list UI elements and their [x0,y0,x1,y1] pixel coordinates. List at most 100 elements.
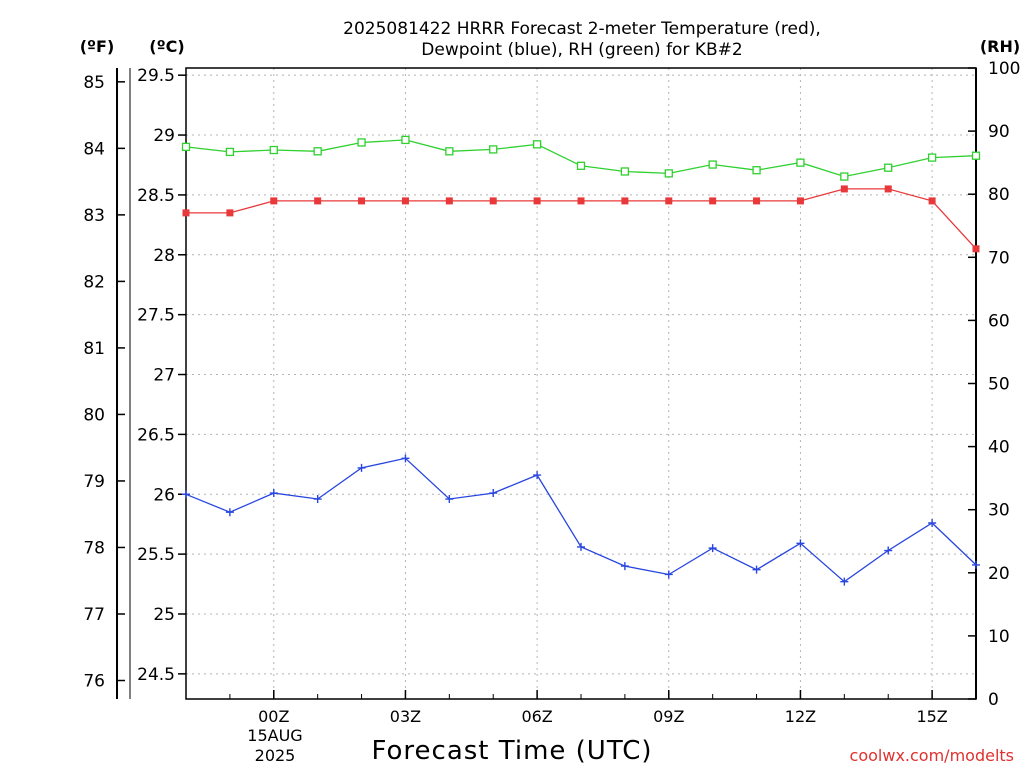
temperature-point [621,197,629,205]
temperature-point [489,197,497,205]
rh-point [576,161,586,170]
celsius-tick-label: 26 [153,485,175,505]
temperature-point [796,197,804,205]
x-axis-label: Forecast Time (UTC) [371,736,652,766]
rh-tick-label: 40 [988,438,1010,458]
celsius-tick-label: 26.5 [137,425,175,445]
dewpoint-point [401,454,410,463]
dewpoint-point [357,463,366,472]
temperature-point [928,197,936,205]
temperature-point [709,197,717,205]
temperature-point [445,197,453,205]
fahrenheit-tick-label: 79 [83,472,105,492]
dewpoint-point [313,495,322,504]
x-tick-label: 06Z [521,707,552,726]
rh-tick-label: 70 [988,248,1010,268]
temperature-point [840,185,848,193]
temperature-point [182,209,190,217]
x-tick-label: 12Z [785,707,816,726]
fahrenheit-tick-label: 78 [83,538,105,558]
rh-tick-label: 80 [988,185,1010,205]
dewpoint-point [577,542,585,551]
celsius-tick-label: 27.5 [137,306,175,326]
fahrenheit-tick-label: 81 [83,339,105,359]
axes [116,67,977,700]
dewpoint-point [269,489,278,498]
temperature-point [358,197,366,205]
temperature-point [401,197,409,205]
temperature-point [972,245,980,253]
temperature-point [753,197,761,205]
x-tick-label: 03Z [390,707,421,726]
rh-tick-label: 20 [988,564,1010,584]
x-date-line2: 2025 [255,746,296,765]
rh-tick-label: 50 [988,375,1010,395]
dewpoint-line [185,457,977,583]
x-tick-label: 09Z [653,707,684,726]
fahrenheit-tick-label: 77 [83,605,105,625]
rh-point [313,147,322,156]
x-tick-label: 00Z [258,707,289,726]
dewpoint-point [182,490,190,499]
temperature-point [665,197,673,205]
chart-title-line1: 2025081422 HRRR Forecast 2-meter Tempera… [343,19,821,39]
rh-point [884,163,893,172]
fahrenheit-tick-label: 76 [83,672,105,692]
chart-title-line2: Dewpoint (blue), RH (green) for KB#2 [421,40,742,60]
dewpoint-point [708,544,717,553]
rh-line [185,139,977,178]
dewpoint-point [445,495,454,504]
temperature-point [577,197,585,205]
rh-tick-label: 90 [988,122,1010,142]
rh-tick-label: 0 [988,690,999,710]
celsius-tick-label: 29 [153,126,175,146]
celsius-tick-label: 29.5 [137,66,175,86]
celsius-tick-label: 25 [153,605,175,625]
dewpoint-point [620,562,629,571]
dewpoint-series [182,454,980,586]
celsius-tick-label: 27 [153,366,175,386]
rh-point [927,153,937,162]
rh-series [181,135,981,181]
celsius-tick-label: 25.5 [137,545,175,565]
rh-point [225,147,235,157]
fahrenheit-tick-label: 83 [83,206,105,226]
dewpoint-point [884,546,893,555]
rh-tick-label: 10 [988,627,1010,647]
fahrenheit-tick-label: 84 [83,139,105,159]
credit-text: coolwx.com/modelts [850,746,1014,765]
rh-point [796,158,805,167]
fahrenheit-tick-label: 80 [83,405,105,425]
rh-point [840,172,849,181]
dewpoint-point [928,518,937,527]
celsius-tick-label: 28.5 [137,186,175,206]
temperature-point [226,209,234,217]
fahrenheit-tick-label: 82 [83,272,105,292]
rh-point [708,160,717,169]
dewpoint-point [840,577,849,586]
rh-tick-label: 30 [988,501,1010,521]
temperature-point [314,197,322,205]
rh-point [401,135,410,145]
temperature-series [182,185,980,253]
dewpoint-point [752,565,761,574]
dewpoint-point [489,489,498,498]
temperature-point [884,185,892,193]
dewpoint-point [664,570,673,579]
dewpoint-point [796,539,805,548]
rh-point [620,167,630,176]
rh-tick-label: 100 [988,59,1020,79]
temperature-point [270,197,278,205]
rh-point [752,166,761,175]
rh-point [489,145,498,154]
rh-point [664,169,673,178]
series-layer [181,135,981,586]
rh-point [532,140,542,149]
rh-tick-label: 60 [988,311,1010,331]
x-date-line1: 15AUG [247,726,302,745]
fahrenheit-tick-label: 85 [83,73,105,93]
x-tick-label: 15Z [916,707,947,726]
rh-point [269,145,278,155]
rh-point [971,151,981,160]
